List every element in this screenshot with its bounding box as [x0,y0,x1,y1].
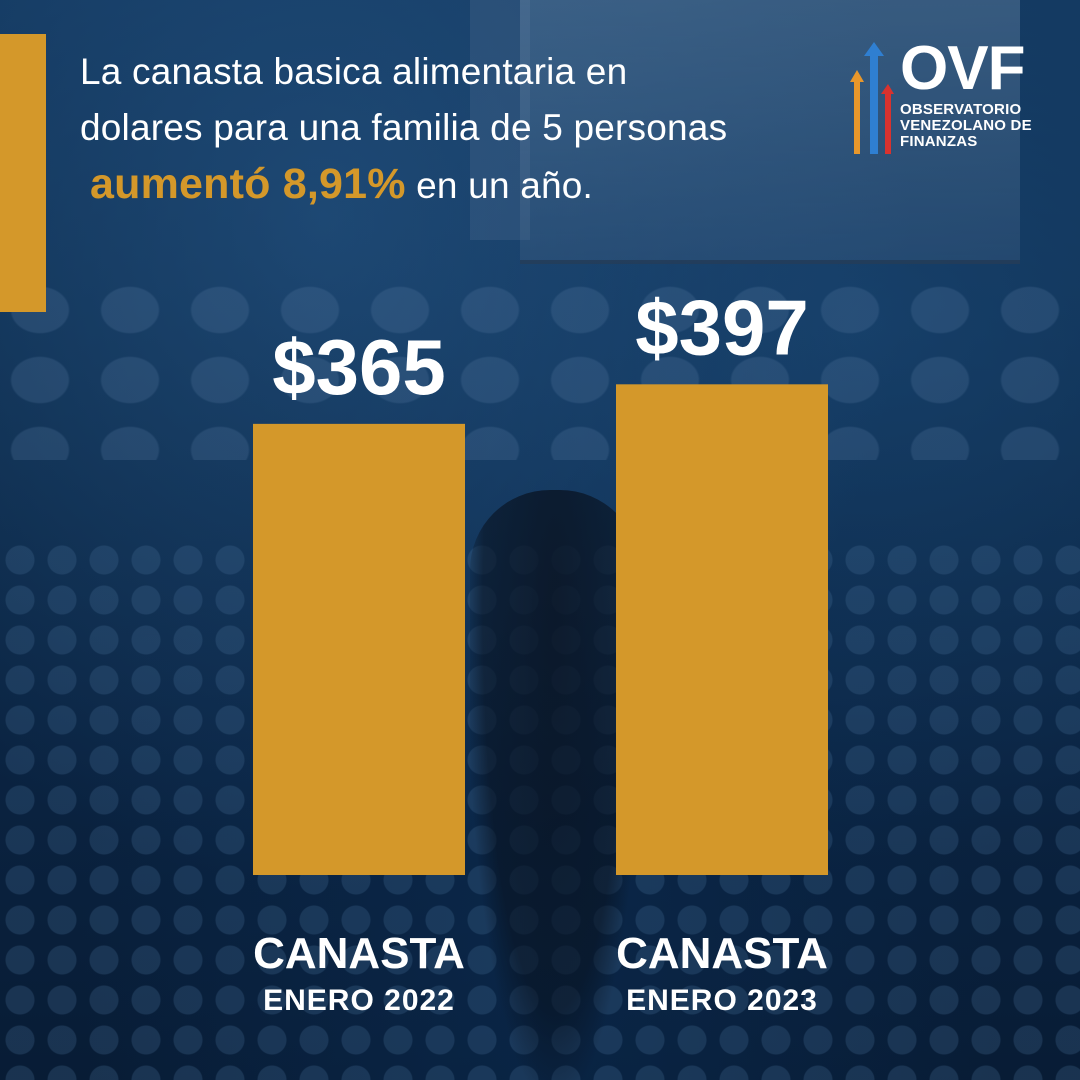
logo-arrows-icon [850,42,894,154]
category-label-main-2: CANASTA [616,929,828,978]
logo-subtitle: OBSERVATORIO VENEZOLANO DE FINANZAS [900,102,1032,150]
bar-value-label-1: $365 [272,323,446,411]
headline-highlight: aumentó 8,91% [90,160,406,208]
logo-subtitle-line-3: FINANZAS [900,133,978,150]
logo-subtitle-line-2: VENEZOLANO DE [900,117,1032,134]
headline-line-2: dolares para una familia de 5 personas [80,107,728,148]
bar-1 [253,423,465,875]
category-label-sub-1: ENERO 2022 [263,984,455,1017]
accent-strip [0,34,46,312]
headline-line-1: La canasta basica alimentaria en [80,51,628,92]
category-label-main-1: CANASTA [253,929,465,978]
headline: La canasta basica alimentaria en dolares… [80,44,840,214]
bar-2 [616,384,828,875]
ovf-logo: OVF OBSERVATORIO VENEZOLANO DE FINANZAS [848,36,1048,154]
headline-line-3-rest: en un año. [416,165,594,206]
logo-subtitle-line-1: OBSERVATORIO [900,101,1022,118]
logo-wordmark: OVF [900,34,1025,103]
category-label-sub-2: ENERO 2023 [626,984,818,1017]
headline-line-3: aumentó 8,91% en un año. [80,156,840,214]
bar-value-label-2: $397 [635,283,809,371]
